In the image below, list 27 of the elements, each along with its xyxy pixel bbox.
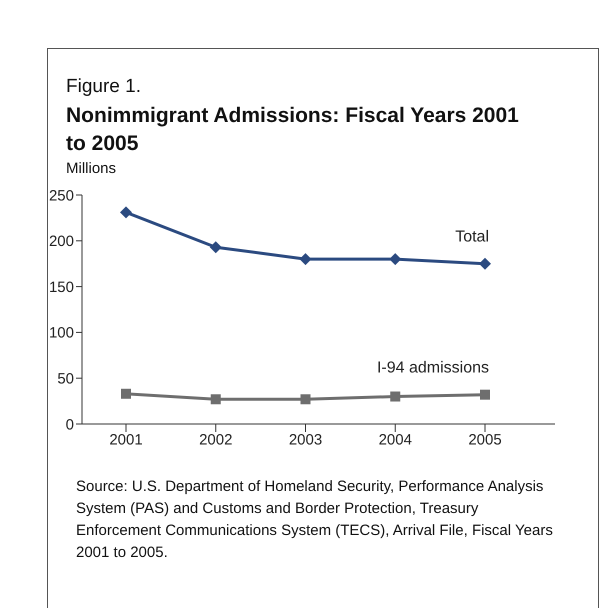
y-tick-label: 50 — [57, 370, 74, 388]
point — [120, 206, 132, 218]
chart-title: Figure 1. — [66, 76, 141, 98]
point — [480, 390, 490, 400]
chart-subtitle: Nonimmigrant Admissions: Fiscal Years 2001 to 2005 — [66, 103, 520, 157]
point — [210, 241, 222, 254]
y-tick-label: 200 — [48, 233, 74, 250]
point — [210, 394, 221, 404]
x-tick-label: 2002 — [199, 432, 232, 449]
x-tick-label: 2005 — [468, 432, 502, 449]
point — [300, 253, 312, 266]
source-note: Source: U.S. Department of Homeland Security, Performance Analysis System (PAS) and Customs and Border Protection, Treasury Enforcement Communications System (TECS), Arrival File, Fiscal Years 2001 to 2005. — [76, 477, 554, 563]
x-tick-label: 2001 — [109, 432, 143, 449]
y-tick-label: 250 — [48, 187, 74, 204]
point — [121, 388, 131, 399]
x-tick-label: 2004 — [378, 432, 412, 449]
y-tick-label: 0 — [66, 416, 74, 434]
x-tick-label: 2003 — [288, 432, 322, 449]
y-axis-title: Millions — [66, 160, 116, 177]
y-tick-label: 100 — [48, 324, 74, 342]
point — [389, 253, 402, 266]
point — [300, 394, 310, 404]
point — [390, 392, 400, 402]
series-label: I-94 admissions — [376, 360, 489, 377]
series-label: Total — [455, 228, 489, 246]
y-tick-label: 150 — [48, 278, 74, 296]
point — [479, 258, 491, 270]
